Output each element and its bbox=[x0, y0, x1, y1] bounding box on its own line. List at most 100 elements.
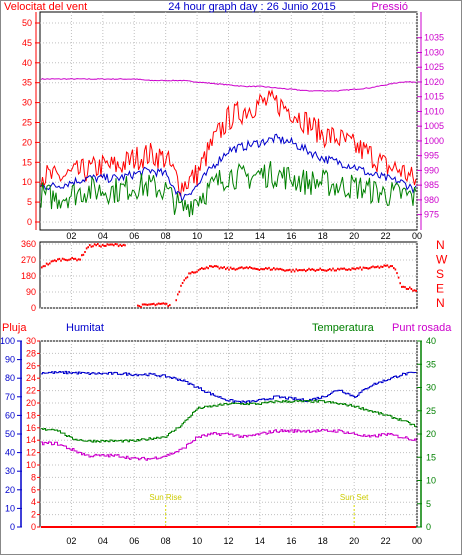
wind-time-tick-label: 06 bbox=[129, 231, 139, 241]
temp-time-tick-label: 04 bbox=[98, 536, 108, 546]
direction-point bbox=[282, 269, 285, 272]
direction-point bbox=[194, 271, 197, 274]
direction-point bbox=[258, 269, 261, 271]
direction-point bbox=[314, 269, 317, 272]
direction-point bbox=[79, 258, 81, 261]
direction-point bbox=[61, 257, 64, 260]
direction-point bbox=[85, 247, 88, 250]
direction-point bbox=[284, 269, 286, 272]
direction-point bbox=[100, 245, 102, 248]
direction-point bbox=[58, 257, 61, 260]
direction-point bbox=[380, 265, 382, 268]
pressure-label: Pressió bbox=[371, 1, 408, 13]
direction-point bbox=[204, 267, 206, 270]
temperature-tick-label: 15 bbox=[426, 452, 436, 462]
temperature-tick-label: 5 bbox=[426, 499, 431, 509]
direction-point bbox=[313, 268, 315, 271]
series-line bbox=[40, 161, 417, 218]
direction-grid bbox=[40, 242, 418, 309]
direction-point bbox=[343, 267, 345, 270]
wind-tick-label: 5 bbox=[27, 197, 32, 207]
direction-point bbox=[293, 270, 296, 273]
compass-letter: N bbox=[436, 238, 445, 252]
wind-tick-label: 0 bbox=[27, 217, 32, 227]
direction-point bbox=[292, 268, 294, 271]
direction-point bbox=[404, 286, 406, 289]
direction-point bbox=[236, 268, 238, 271]
series-line bbox=[40, 78, 417, 92]
direction-point bbox=[69, 258, 72, 261]
direction-point bbox=[57, 258, 59, 261]
wind-time-tick-label: 18 bbox=[318, 231, 328, 241]
humidity-temperature-panel: 0246810121416182022242628300102030405060… bbox=[0, 322, 452, 546]
direction-point bbox=[311, 268, 313, 271]
humidity-tick-label: 40 bbox=[5, 448, 15, 458]
direction-point bbox=[369, 267, 371, 270]
wind-speed-ticks: 0 5 10 15 20 25 30 35 40 45 50 bbox=[22, 12, 40, 230]
direction-point bbox=[244, 266, 246, 269]
direction-point bbox=[242, 267, 245, 270]
direction-tick-label: 270 bbox=[21, 255, 36, 265]
compass-letter: S bbox=[436, 267, 444, 281]
pressure-tick-label: 1005 bbox=[424, 121, 444, 131]
temp-time-tick-label: 06 bbox=[129, 536, 139, 546]
direction-point bbox=[165, 302, 168, 305]
sun-markers: Sun Rise Sun Set bbox=[149, 493, 369, 527]
direction-point bbox=[266, 267, 269, 270]
rain-tick-label: 6 bbox=[31, 485, 36, 495]
pressure-tick-label: 990 bbox=[424, 165, 439, 175]
direction-point bbox=[415, 289, 417, 292]
rain-label: Pluja bbox=[2, 322, 27, 334]
direction-point bbox=[260, 267, 262, 270]
direction-point bbox=[281, 268, 283, 271]
direction-point bbox=[49, 262, 51, 265]
direction-point bbox=[154, 304, 157, 307]
humidity-tick-label: 10 bbox=[5, 503, 15, 513]
direction-point bbox=[359, 266, 361, 269]
temperature-tick-label: 25 bbox=[426, 406, 436, 416]
direction-point bbox=[261, 268, 264, 271]
rain-tick-label: 18 bbox=[26, 410, 36, 420]
wind-tick-label: 10 bbox=[22, 177, 32, 187]
wind-time-tick-label: 04 bbox=[98, 231, 108, 241]
wind-time-tick-label: 22 bbox=[381, 231, 391, 241]
direction-point bbox=[84, 251, 86, 253]
direction-point bbox=[317, 268, 320, 271]
humidity-label: Humitat bbox=[66, 322, 104, 334]
direction-point bbox=[340, 267, 342, 270]
direction-point bbox=[93, 243, 96, 246]
series-line bbox=[41, 429, 417, 461]
direction-point bbox=[108, 243, 110, 246]
direction-point bbox=[276, 267, 278, 270]
direction-point bbox=[157, 302, 160, 305]
wind-time-ticks: 02 04 06 08 10 12 14 16 18 20 22 00 bbox=[66, 231, 422, 241]
direction-point bbox=[89, 244, 91, 247]
direction-point bbox=[378, 266, 381, 269]
temp-axes: 0246810121416182022242628300102030405060… bbox=[0, 336, 436, 532]
rain-tick-label: 16 bbox=[26, 423, 36, 433]
direction-point bbox=[322, 269, 325, 272]
direction-point bbox=[273, 267, 275, 270]
rain-tick-label: 24 bbox=[26, 373, 36, 383]
direction-point bbox=[386, 264, 389, 267]
pressure-tick-label: 1025 bbox=[424, 62, 444, 72]
direction-point bbox=[71, 256, 73, 259]
direction-point bbox=[153, 302, 155, 305]
rain-tick-label: 8 bbox=[31, 472, 36, 482]
pressure-tick-label: 985 bbox=[424, 180, 439, 190]
direction-point bbox=[362, 266, 365, 269]
direction-point bbox=[202, 267, 205, 270]
wind-time-tick-label: 10 bbox=[192, 231, 202, 241]
pressure-tick-label: 1035 bbox=[424, 33, 444, 43]
direction-point bbox=[225, 268, 227, 271]
direction-point bbox=[193, 271, 195, 274]
direction-point bbox=[81, 254, 83, 257]
direction-tick-label: 180 bbox=[21, 271, 36, 281]
direction-point bbox=[285, 269, 288, 272]
direction-point bbox=[330, 269, 333, 272]
direction-point bbox=[375, 266, 377, 269]
direction-point bbox=[233, 267, 235, 270]
temp-time-tick-label: 20 bbox=[349, 536, 359, 546]
